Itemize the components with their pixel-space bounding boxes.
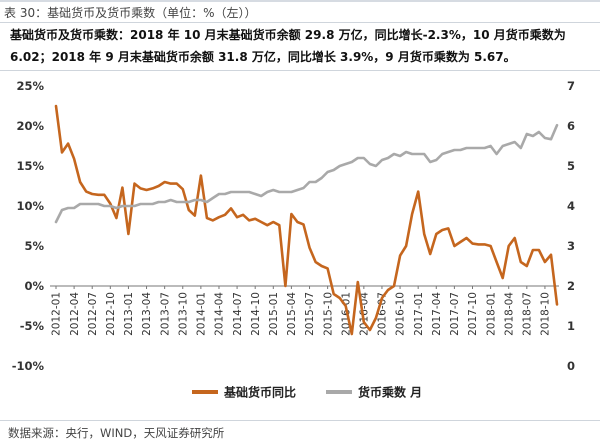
- x-axis-tick-label: 2012-01: [51, 292, 63, 336]
- x-axis-tick-label: 2018-10: [540, 292, 552, 336]
- x-axis-tick-label: 2013-01: [123, 292, 135, 336]
- x-axis-tick-label: 2017-07: [449, 292, 461, 336]
- x-axis-tick-label: 2015-07: [304, 292, 316, 336]
- source-divider: [0, 420, 600, 421]
- right-axis-tick-label: 3: [567, 239, 575, 253]
- x-axis-tick-label: 2015-04: [286, 292, 298, 336]
- summary-divider: [0, 70, 600, 71]
- source-note: 数据来源：央行，WIND，天风证券研究所: [8, 426, 225, 440]
- x-axis-tick-label: 2012-04: [69, 292, 81, 336]
- x-axis-tick-label: 2013-04: [141, 292, 153, 336]
- left-axis-tick-label: -10%: [12, 359, 45, 373]
- left-axis-tick-label: -5%: [20, 319, 45, 333]
- series-line-base-money-yoy: [54, 104, 559, 336]
- left-axis-tick-label: 0%: [24, 279, 44, 293]
- right-axis-tick-label: 7: [567, 79, 575, 93]
- right-axis-tick-label: 1: [567, 319, 575, 333]
- x-axis-tick-label: 2014-04: [214, 292, 226, 336]
- summary-text: 基础货币及货币乘数：2018 年 10 月末基础货币余额 29.8 万亿，同比增…: [10, 28, 566, 64]
- x-axis-tick-label: 2013-07: [159, 292, 171, 336]
- x-axis-tick-label: 2015-10: [322, 292, 334, 336]
- x-axis-tick-label: 2015-01: [268, 292, 280, 336]
- right-axis-tick-label: 6: [567, 119, 575, 133]
- x-axis-tick-label: 2012-10: [105, 292, 117, 336]
- x-axis-tick-label: 2018-01: [485, 292, 497, 336]
- figure-title: 表 30：基础货币及货币乘数（单位：%（左））: [4, 6, 257, 20]
- left-axis-tick-label: 5%: [24, 239, 44, 253]
- x-axis-tick-label: 2017-04: [431, 292, 443, 336]
- top-border: [0, 0, 600, 2]
- x-axis-tick-label: 2018-04: [503, 292, 515, 336]
- legend-label: 货币乘数 月: [358, 385, 422, 400]
- left-axis-tick-label: 20%: [16, 119, 44, 133]
- title-divider: [0, 22, 600, 23]
- right-axis-tick-label: 5: [567, 159, 575, 173]
- right-axis-tick-label: 2: [567, 279, 575, 293]
- series-line-money-multiplier: [54, 123, 559, 224]
- x-axis-tick-label: 2013-10: [177, 292, 189, 336]
- x-axis-tick-label: 2016-10: [395, 292, 407, 336]
- right-axis-tick-label: 4: [567, 199, 575, 213]
- x-axis-tick-label: 2017-01: [413, 292, 425, 336]
- x-axis-tick-label: 2018-07: [521, 292, 533, 336]
- x-axis-tick-label: 2012-07: [87, 292, 99, 336]
- x-axis-tick-label: 2017-10: [467, 292, 479, 336]
- left-axis-tick-label: 25%: [16, 79, 44, 93]
- legend-label: 基础货币同比: [223, 385, 296, 400]
- x-axis-tick-label: 2014-01: [196, 292, 208, 336]
- left-axis-tick-label: 15%: [16, 159, 44, 173]
- left-axis-tick-label: 10%: [16, 199, 44, 213]
- x-axis-tick-label: 2014-07: [232, 292, 244, 336]
- right-axis-tick-label: 0: [567, 359, 575, 373]
- x-axis-tick-label: 2014-10: [250, 292, 262, 336]
